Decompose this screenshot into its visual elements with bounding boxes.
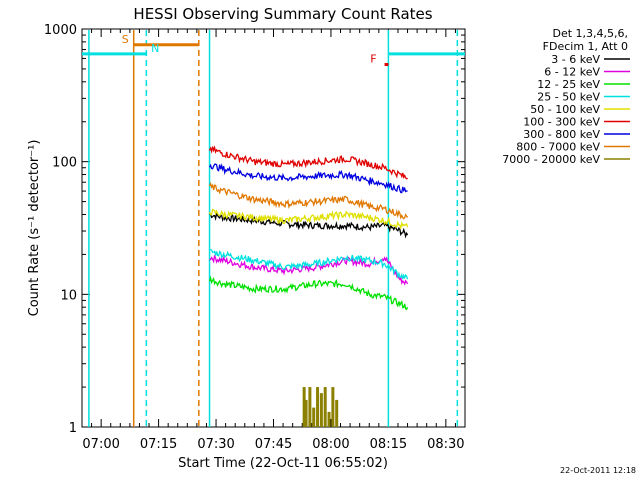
legend-entry-label: 12 - 25 keV: [537, 78, 600, 91]
legend-header-line-2: FDecim 1, Att 0: [543, 40, 628, 53]
legend-entry-label: 300 - 800 keV: [523, 128, 600, 141]
plot-frame: [81, 28, 466, 428]
flag-label: N: [151, 42, 159, 55]
axis-ticks: 1 10 100 1000 07:00 07:15 07:30 07:45 08:00 08:15…: [44, 23, 465, 452]
legend-entry-label: 50 - 100 keV: [530, 103, 600, 116]
vertical-markers: [88, 30, 459, 427]
series-line: [208, 182, 409, 220]
y-tick-label: 100: [52, 156, 77, 171]
legend-entry-label: 6 - 12 keV: [544, 66, 600, 79]
x-tick-label: 07:15: [140, 437, 177, 452]
flag-label: F: [370, 53, 376, 66]
legend: Det 1,3,4,5,6, FDecim 1, Att 0 3 - 6 keV…: [502, 27, 630, 166]
x-tick-label: 07:00: [82, 437, 119, 452]
x-tick-label: 07:45: [255, 437, 292, 452]
legend-entry-label: 7000 - 20000 keV: [502, 153, 600, 166]
series-line: [208, 145, 408, 180]
legend-entry-label: 100 - 300 keV: [523, 116, 600, 129]
x-axis-label: Start Time (22-Oct-11 06:55:02): [178, 456, 388, 471]
y-tick-label: 1000: [44, 23, 77, 38]
timestamp: 22-Oct-2011 12:18: [560, 466, 636, 475]
series-line: [209, 211, 409, 239]
x-tick-label: 08:30: [427, 437, 464, 452]
series-line: [209, 248, 409, 280]
series-line: [208, 275, 409, 311]
series-line: [208, 208, 409, 230]
flag-label: S: [122, 33, 129, 46]
flag-bars: S N F: [82, 33, 465, 67]
series-line: [208, 163, 408, 194]
legend-header-line-1: Det 1,3,4,5,6,: [552, 27, 628, 40]
series-lines: [208, 145, 409, 427]
legend-entry-label: 800 - 7000 keV: [516, 141, 600, 154]
x-tick-label: 08:15: [370, 437, 407, 452]
x-tick-label: 08:00: [312, 437, 349, 452]
x-tick-label: 07:30: [197, 437, 234, 452]
legend-entry-label: 3 - 6 keV: [551, 53, 600, 66]
y-tick-label: 1: [69, 421, 77, 436]
y-axis-label: Count Rate (s⁻¹ detector⁻¹): [27, 140, 42, 317]
legend-entry-label: 25 - 50 keV: [537, 91, 600, 104]
y-tick-label: 10: [60, 288, 77, 303]
chart-title: HESSI Observing Summary Count Rates: [133, 5, 432, 23]
